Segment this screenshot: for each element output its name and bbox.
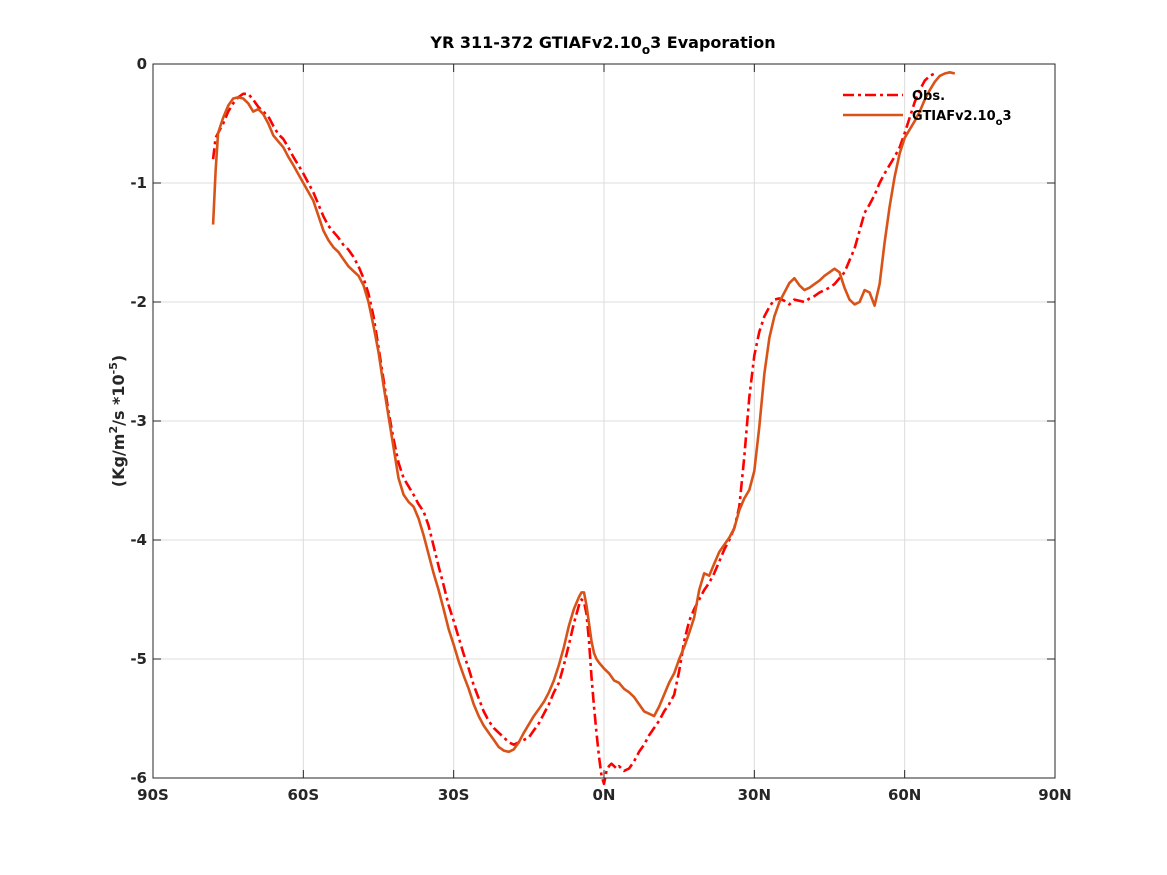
chart-title-main: YR 311-372 GTIAFv2.10 — [429, 33, 641, 52]
y-tick-label: -5 — [130, 650, 147, 668]
x-tick-label: 30S — [438, 786, 470, 804]
legend-label-obs: Obs. — [912, 89, 945, 104]
y-tick-label: -3 — [130, 412, 147, 430]
y-axis-label-pre: (Kg/m — [109, 434, 128, 488]
y-axis-label-sup2: -5 — [107, 362, 120, 374]
data-series — [211, 71, 956, 786]
legend-label-model-tail: 3 — [1003, 109, 1012, 124]
legend: Obs. GTIAFv2.10o3 — [843, 89, 1012, 128]
y-axis-label-post: ) — [109, 355, 128, 362]
chart-title: YR 311-372 GTIAFv2.10o3 Evaporation — [429, 33, 775, 57]
x-tick-label: 90S — [137, 786, 169, 804]
legend-label-model-subscript: o — [996, 117, 1003, 128]
x-tick-label: 60N — [888, 786, 921, 804]
x-tick-label: 90N — [1038, 786, 1071, 804]
y-tick-label: -4 — [130, 531, 147, 549]
axes: 90S 60S 30S 0N 30N 60N 90N 0 -1 -2 -3 -4 -5 -6 — [130, 55, 1071, 804]
y-axis-label-mid: /s *10 — [109, 374, 128, 426]
chart-title-tail: 3 Evaporation — [650, 33, 776, 52]
x-tick-label: 0N — [593, 786, 616, 804]
x-tick-label: 30N — [738, 786, 771, 804]
chart-title-subscript: o — [642, 43, 650, 57]
y-tick-label: -2 — [130, 293, 147, 311]
y-axis-label: (Kg/m2/s *10-5) — [107, 355, 128, 487]
y-tick-label: -1 — [130, 174, 147, 192]
series-line-obs — [211, 72, 936, 786]
legend-label-model-main: GTIAFv2.10 — [912, 109, 996, 124]
y-tick-label: -6 — [130, 769, 147, 787]
legend-label-model: GTIAFv2.10o3 — [912, 109, 1012, 128]
x-tick-label: 60S — [287, 786, 319, 804]
series-line-model — [211, 71, 956, 754]
legend-label-obs-main: Obs. — [912, 89, 945, 104]
y-axis-label-sup1: 2 — [107, 426, 120, 434]
y-tick-label: 0 — [137, 55, 147, 73]
